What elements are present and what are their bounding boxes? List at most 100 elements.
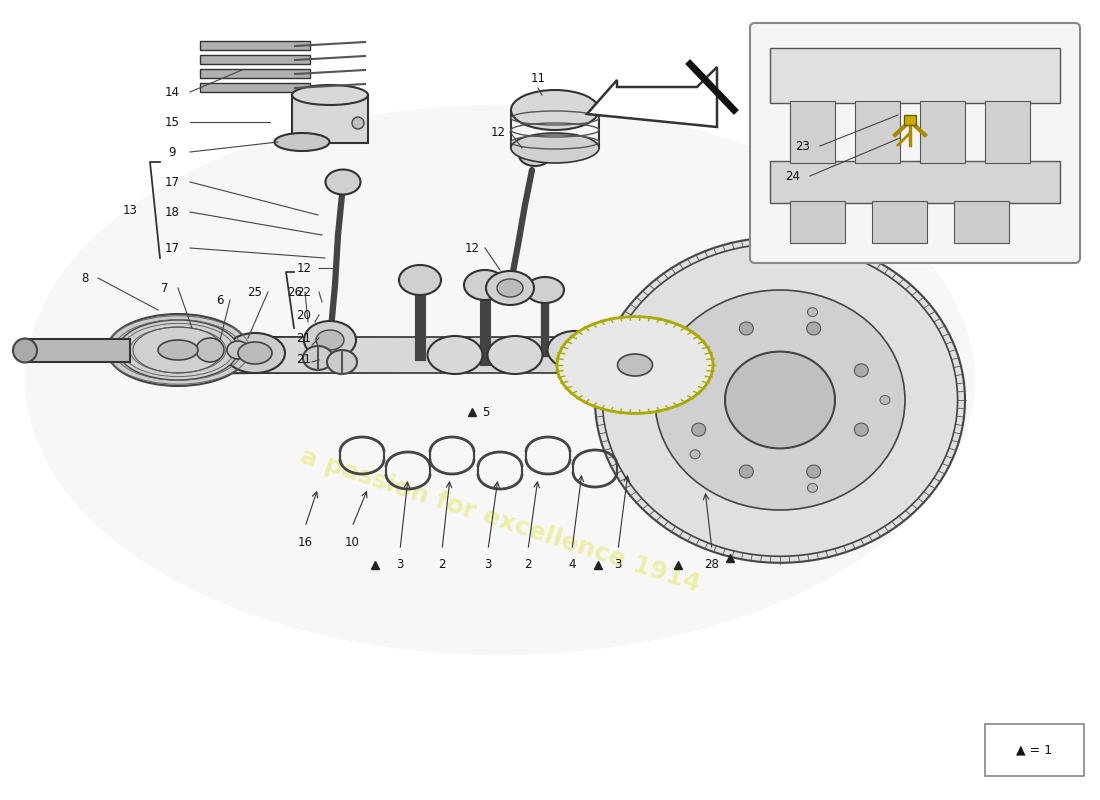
Bar	[790, 101, 835, 163]
Ellipse shape	[196, 338, 224, 362]
Ellipse shape	[807, 308, 817, 317]
Polygon shape	[587, 67, 717, 127]
Ellipse shape	[855, 364, 868, 377]
Bar	[984, 724, 1084, 776]
Bar	[770, 48, 1060, 103]
Ellipse shape	[238, 342, 272, 364]
Ellipse shape	[487, 336, 542, 374]
Text: 18: 18	[165, 206, 179, 218]
Ellipse shape	[617, 354, 652, 376]
Ellipse shape	[107, 314, 249, 386]
Ellipse shape	[557, 317, 713, 414]
Bar	[25, 339, 130, 362]
Text: 14: 14	[165, 86, 179, 98]
Text: 3: 3	[484, 558, 492, 571]
Ellipse shape	[692, 364, 706, 377]
Ellipse shape	[725, 351, 835, 448]
Text: 25: 25	[248, 286, 263, 298]
Bar	[292, 95, 368, 143]
Text: 2: 2	[525, 558, 531, 571]
Ellipse shape	[519, 144, 551, 166]
Bar	[200, 41, 310, 50]
Text: 8: 8	[81, 271, 89, 285]
Ellipse shape	[855, 423, 868, 436]
Bar	[954, 201, 1009, 243]
Text: 10: 10	[344, 535, 360, 549]
Ellipse shape	[806, 322, 821, 335]
Ellipse shape	[739, 322, 754, 335]
Ellipse shape	[302, 346, 333, 370]
Text: 15: 15	[165, 115, 179, 129]
Bar	[790, 201, 845, 243]
Text: 17: 17	[165, 242, 179, 254]
Ellipse shape	[275, 133, 330, 151]
Ellipse shape	[486, 271, 534, 305]
Text: 6: 6	[217, 294, 223, 306]
Text: 21: 21	[297, 331, 311, 345]
Text: 7: 7	[162, 282, 168, 294]
Ellipse shape	[512, 133, 600, 163]
Ellipse shape	[690, 341, 700, 350]
Bar	[770, 161, 1060, 203]
Ellipse shape	[692, 423, 706, 436]
Text: 23: 23	[795, 139, 811, 153]
Bar	[920, 101, 965, 163]
Text: 5: 5	[482, 406, 490, 418]
Ellipse shape	[304, 321, 356, 359]
Ellipse shape	[654, 290, 905, 510]
Text: 3: 3	[614, 558, 622, 571]
Text: 16: 16	[297, 535, 312, 549]
Ellipse shape	[158, 340, 198, 360]
Bar	[904, 115, 916, 125]
Bar	[200, 55, 310, 64]
Text: 3: 3	[396, 558, 404, 571]
Ellipse shape	[327, 350, 358, 374]
Text: 12: 12	[464, 242, 480, 254]
Ellipse shape	[326, 170, 361, 194]
Ellipse shape	[464, 270, 506, 300]
Text: 13: 13	[122, 203, 138, 217]
Ellipse shape	[226, 333, 285, 373]
Text: 26: 26	[287, 286, 303, 298]
Ellipse shape	[292, 85, 368, 105]
Text: 20: 20	[297, 309, 311, 322]
Text: 24: 24	[785, 170, 801, 182]
Bar	[855, 101, 900, 163]
Ellipse shape	[548, 331, 603, 369]
Ellipse shape	[428, 336, 483, 374]
Ellipse shape	[25, 105, 975, 655]
Text: a passion for excellence 1914: a passion for excellence 1914	[297, 444, 703, 596]
Ellipse shape	[807, 483, 817, 492]
FancyBboxPatch shape	[750, 23, 1080, 263]
Text: 9: 9	[168, 146, 176, 158]
Ellipse shape	[526, 277, 564, 303]
Ellipse shape	[13, 338, 37, 362]
Text: 22: 22	[297, 286, 311, 298]
Ellipse shape	[595, 238, 965, 563]
Text: 4: 4	[569, 558, 575, 571]
Ellipse shape	[497, 279, 522, 297]
Text: 2: 2	[438, 558, 446, 571]
Ellipse shape	[352, 117, 364, 129]
Ellipse shape	[118, 320, 238, 380]
Text: ▲ = 1: ▲ = 1	[1016, 743, 1052, 757]
Bar	[200, 69, 310, 78]
Text: 17: 17	[165, 175, 179, 189]
Bar	[984, 101, 1030, 163]
Bar	[872, 201, 927, 243]
Ellipse shape	[806, 465, 821, 478]
Text: 11: 11	[530, 71, 546, 85]
Ellipse shape	[227, 341, 249, 359]
Ellipse shape	[739, 465, 754, 478]
Text: 21: 21	[297, 354, 311, 366]
Bar	[200, 83, 310, 92]
Ellipse shape	[512, 90, 600, 130]
Ellipse shape	[690, 450, 700, 459]
Text: 12: 12	[491, 126, 506, 138]
Bar	[210, 337, 630, 373]
Ellipse shape	[316, 330, 344, 350]
Ellipse shape	[399, 265, 441, 295]
Ellipse shape	[880, 395, 890, 405]
Text: 28: 28	[705, 558, 719, 571]
Text: 12: 12	[297, 262, 311, 274]
